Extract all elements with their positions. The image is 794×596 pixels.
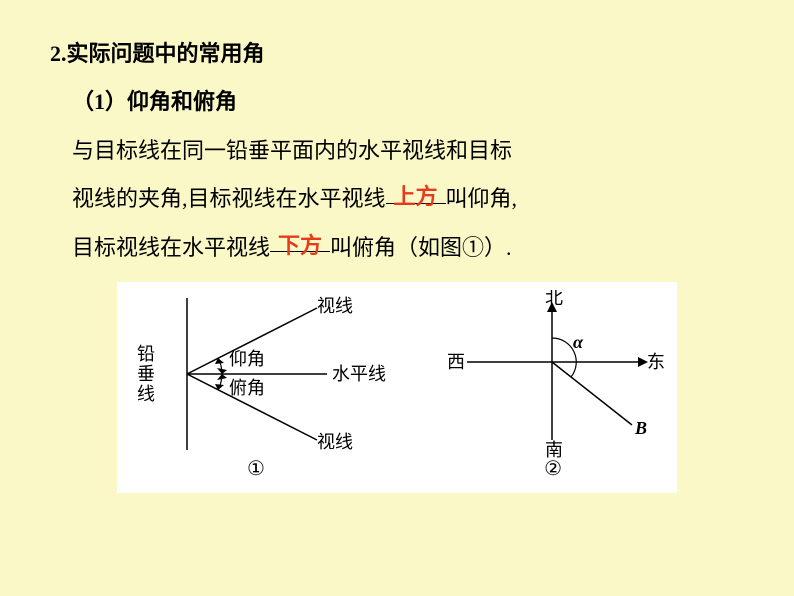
blank-2: 下方 <box>270 224 330 253</box>
d1-sight-bot: 视线 <box>317 432 353 452</box>
blank-1: 上方 <box>386 175 446 204</box>
body-line-3: 目标视线在水平视线下方叫俯角（如图①）. <box>50 224 744 272</box>
text-content: 2.实际问题中的常用角 （1）仰角和俯角 与目标线在同一铅垂平面内的水平视线和目… <box>0 0 794 272</box>
d2-north: 北 <box>545 290 563 308</box>
subheading: （1）仰角和俯角 <box>50 78 744 126</box>
diagram-2: 北 南 东 西 α B <box>437 290 667 460</box>
diagram-1: 铅 垂 线 视线 视线 水平线 仰角 俯角 <box>127 290 397 460</box>
d2-B: B <box>634 418 647 438</box>
d1-depr: 俯角 <box>229 378 265 398</box>
d1-sight-top: 视线 <box>317 296 353 316</box>
heading: 2.实际问题中的常用角 <box>50 30 744 78</box>
d2-east: 东 <box>647 352 665 372</box>
d2-west: 西 <box>447 352 465 372</box>
d1-elev: 仰角 <box>229 349 265 369</box>
d1-vlabel-3: 线 <box>137 384 155 404</box>
diagram-row: 铅 垂 线 视线 视线 水平线 仰角 俯角 <box>127 290 667 460</box>
d2-south: 南 <box>545 440 563 460</box>
line2-pre: 视线的夹角,目标视线在水平视线 <box>72 186 386 211</box>
d1-vlabel-2: 垂 <box>137 364 155 384</box>
diagram-2-svg: 北 南 东 西 α B <box>437 290 667 460</box>
fill-2: 下方 <box>278 222 322 270</box>
line3-pre: 目标视线在水平视线 <box>72 235 270 260</box>
fill-1: 上方 <box>394 173 438 221</box>
d2-alpha: α <box>573 332 584 352</box>
diagrams-panel: 铅 垂 线 视线 视线 水平线 仰角 俯角 <box>117 282 677 493</box>
d1-horiz: 水平线 <box>332 364 386 384</box>
line3-post: 叫俯角（如图①）. <box>330 235 512 260</box>
body-line-1: 与目标线在同一铅垂平面内的水平视线和目标 <box>50 127 744 175</box>
line2-post: 叫仰角, <box>446 186 518 211</box>
diagram-1-svg: 铅 垂 线 视线 视线 水平线 仰角 俯角 <box>127 290 397 460</box>
body-line-2: 视线的夹角,目标视线在水平视线上方叫仰角, <box>50 175 744 223</box>
d1-vlabel-1: 铅 <box>137 344 155 364</box>
